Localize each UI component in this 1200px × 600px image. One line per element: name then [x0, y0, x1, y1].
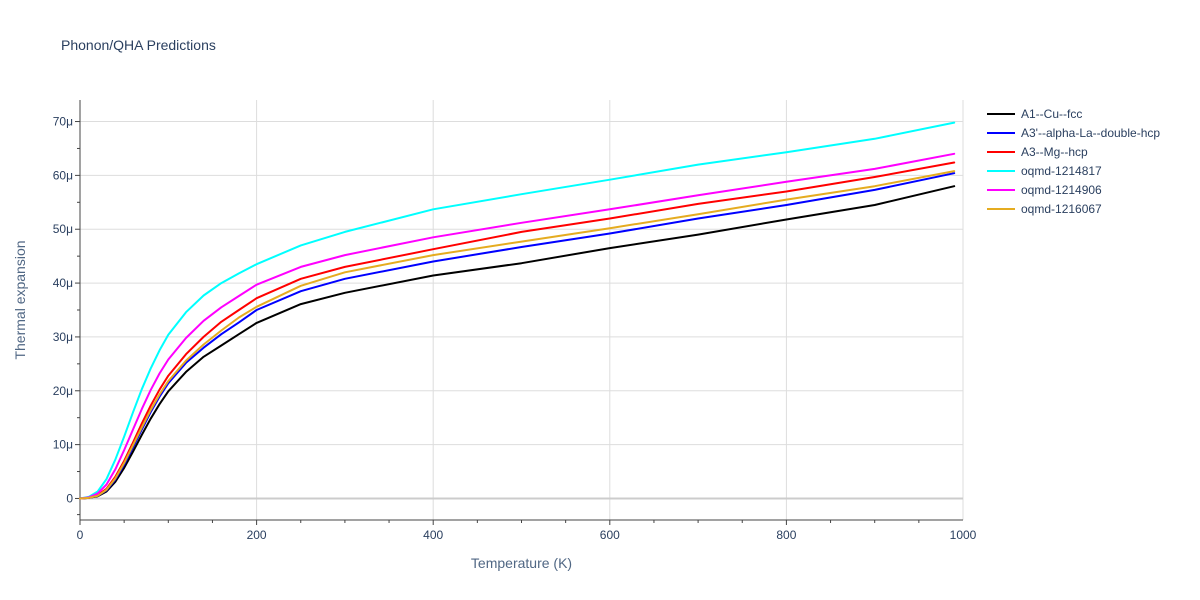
legend-item[interactable]: oqmd-1214817 — [987, 164, 1102, 178]
axes — [75, 100, 963, 525]
legend-item[interactable]: oqmd-1214906 — [987, 183, 1102, 197]
tick-labels: 0 200 400 600 800 1000 0 10μ 20μ 30μ 40μ 50μ 60μ 70μ — [53, 115, 977, 542]
legend-label: A1--Cu--fcc — [1021, 107, 1082, 121]
y-tick-label: 20μ — [53, 384, 73, 398]
y-tick-label: 30μ — [53, 330, 73, 344]
legend[interactable]: A1--Cu--fcc A3'--alpha-La--double-hcp A3--… — [987, 107, 1160, 216]
series-line-2 — [79, 172, 956, 500]
y-tick-label: 10μ — [53, 438, 73, 452]
legend-label: A3--Mg--hcp — [1021, 145, 1088, 159]
y-tick-label: 70μ — [53, 115, 73, 129]
grid — [80, 100, 964, 520]
legend-item[interactable]: A1--Cu--fcc — [987, 107, 1082, 121]
series-line-4 — [79, 121, 956, 500]
y-tick-label: 60μ — [53, 168, 73, 182]
legend-label: oqmd-1214817 — [1021, 164, 1102, 178]
legend-label: oqmd-1214906 — [1021, 183, 1102, 197]
series-line-1 — [79, 185, 956, 500]
chart-title: Phonon/QHA Predictions — [61, 37, 216, 53]
x-axis-title: Temperature (K) — [471, 555, 572, 571]
x-tick-label: 800 — [776, 528, 796, 542]
x-tick-label: 200 — [247, 528, 267, 542]
y-axis-title: Thermal expansion — [12, 240, 28, 359]
x-tick-label: 600 — [600, 528, 620, 542]
plot-area — [79, 121, 956, 500]
series-line-5 — [79, 152, 956, 500]
legend-label: A3'--alpha-La--double-hcp — [1021, 126, 1160, 140]
legend-item[interactable]: oqmd-1216067 — [987, 202, 1102, 216]
legend-item[interactable]: A3'--alpha-La--double-hcp — [987, 126, 1160, 140]
y-tick-label: 40μ — [53, 276, 73, 290]
legend-label: oqmd-1216067 — [1021, 202, 1102, 216]
x-tick-label: 1000 — [950, 528, 977, 542]
x-tick-label: 0 — [77, 528, 84, 542]
y-tick-label: 0 — [66, 491, 73, 505]
x-tick-label: 400 — [423, 528, 443, 542]
series-line-6 — [79, 170, 956, 500]
legend-item[interactable]: A3--Mg--hcp — [987, 145, 1088, 159]
y-tick-label: 50μ — [53, 222, 73, 236]
